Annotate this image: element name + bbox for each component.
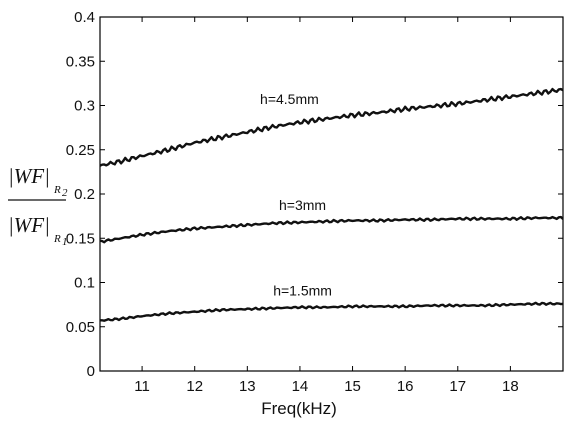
y-axis-title-numerator: |WF| [8, 164, 50, 188]
series-labels: h=4.5mm h=3mm h=1.5mm [260, 91, 332, 298]
y-axis-title-denominator: |WF| [8, 213, 50, 237]
y-tick-label: 0.4 [74, 9, 95, 26]
x-tick-label: 15 [344, 378, 361, 395]
y-axis-title-numerator-subsubscript: 2 [62, 187, 68, 199]
plot-area: 0 0.05 0.1 0.15 0.2 0.25 0.3 0.35 0.4 11 12 13 14 15… [66, 9, 564, 395]
x-tick-label: 16 [397, 378, 414, 395]
y-tick-label: 0.05 [66, 319, 95, 336]
y-tick-label: 0.3 [74, 98, 95, 115]
y-tick-label: 0.15 [66, 230, 95, 247]
x-tick-label: 11 [134, 378, 150, 395]
y-tick-label: 0.2 [74, 186, 95, 203]
y-axis-title-numerator-subscript: R [53, 184, 61, 196]
series-layer [99, 87, 564, 322]
y-axis-title-denominator-subsubscript: 1 [62, 236, 68, 248]
y-tick-label: 0 [87, 363, 95, 380]
x-axis-ticks: 11 12 13 14 15 16 17 18 [134, 17, 519, 395]
series-line-3 [99, 301, 564, 322]
y-tick-label: 0.25 [66, 142, 95, 159]
y-tick-label: 0.35 [66, 53, 95, 70]
y-axis-title-denominator-subscript: R [53, 233, 61, 245]
x-tick-label: 17 [449, 378, 466, 395]
y-axis-title: |WF| R 2 |WF| R 1 [8, 164, 68, 248]
x-tick-label: 14 [292, 378, 309, 395]
y-tick-label: 0.1 [74, 275, 95, 292]
series-label-3: h=1.5mm [273, 282, 332, 298]
series-label-2: h=3mm [279, 197, 326, 213]
series-line-2 [99, 215, 564, 244]
x-axis-title: Freq(kHz) [261, 399, 337, 418]
x-tick-label: 13 [239, 378, 256, 395]
series-line-1 [99, 87, 564, 167]
x-tick-label: 12 [186, 378, 203, 395]
y-axis-ticks: 0 0.05 0.1 0.15 0.2 0.25 0.3 0.35 0.4 [66, 9, 563, 380]
x-tick-label: 18 [502, 378, 519, 395]
series-label-1: h=4.5mm [260, 91, 319, 107]
